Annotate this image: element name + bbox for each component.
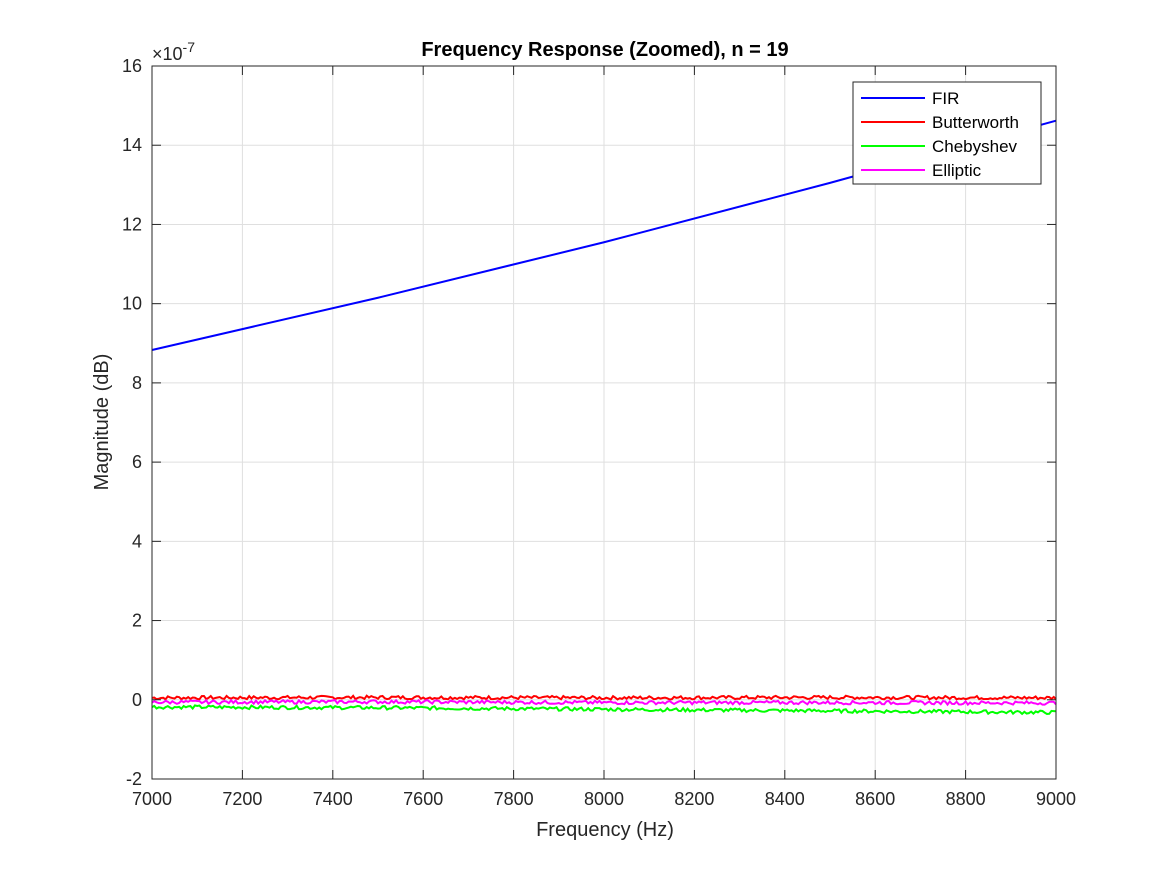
x-tick-label: 7800 [494, 789, 534, 809]
x-tick-label: 9000 [1036, 789, 1076, 809]
y-tick-label: 6 [132, 452, 142, 472]
x-tick-label: 8800 [946, 789, 986, 809]
y-tick-label: 0 [132, 690, 142, 710]
x-axis-label: Frequency (Hz) [536, 819, 674, 841]
y-tick-label: 16 [122, 56, 142, 76]
series-line-elliptic [151, 698, 1057, 707]
y-tick-label: 4 [132, 531, 142, 551]
y-tick-label: 14 [122, 135, 142, 155]
y-tick-label: 10 [122, 294, 142, 314]
x-tick-label: 8000 [584, 789, 624, 809]
y-tick-label: 8 [132, 373, 142, 393]
legend-label-chebyshev: Chebyshev [932, 137, 1018, 156]
y-tick-label: 12 [122, 214, 142, 234]
legend-label-butterworth: Butterworth [932, 113, 1019, 132]
y-tick-label: -2 [126, 769, 142, 789]
axis-labels: Frequency Response (Zoomed), n = 19 Freq… [91, 39, 789, 841]
y-exponent-base: ×10 [152, 44, 183, 64]
x-tick-label: 7600 [403, 789, 443, 809]
x-tick-label: 8600 [855, 789, 895, 809]
chart-title: Frequency Response (Zoomed), n = 19 [421, 39, 788, 61]
grid [152, 66, 1056, 779]
series-line-butterworth [151, 694, 1057, 701]
y-tick-label: 2 [132, 611, 142, 631]
y-exponent-power: -7 [183, 39, 196, 55]
axes: 7000 7200 7400 7600 7800 8000 8200 8400 8600 8800… [122, 56, 1076, 809]
x-tick-label: 7400 [313, 789, 353, 809]
legend-label-elliptic: Elliptic [932, 161, 982, 180]
x-tick-label: 8400 [765, 789, 805, 809]
y-exponent-label: ×10-7 [152, 39, 195, 64]
y-axis-label: Magnitude (dB) [91, 354, 113, 491]
legend: FIR Butterworth Chebyshev Elliptic [852, 81, 1042, 185]
legend-label-fir: FIR [932, 89, 959, 108]
x-tick-label: 7000 [132, 789, 172, 809]
x-tick-label: 8200 [674, 789, 714, 809]
series-line-chebyshev [151, 704, 1057, 716]
x-tick-label: 7200 [222, 789, 262, 809]
